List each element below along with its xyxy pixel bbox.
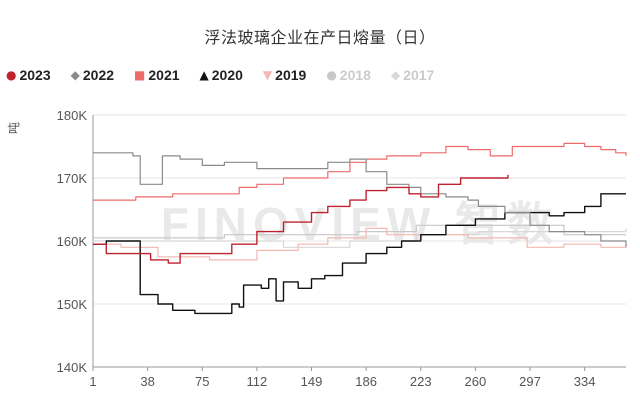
y-tick-label: 160K (57, 234, 88, 249)
x-tick-label: 297 (519, 374, 541, 389)
legend-item-2021[interactable]: ■ 2021 (134, 67, 180, 83)
chart-title: 浮法玻璃企业在产日熔量（日） (204, 28, 436, 47)
x-tick-label: 334 (574, 374, 596, 389)
x-tick-label: 75 (195, 374, 209, 389)
legend-item-2023[interactable]: ● 2023 (6, 67, 51, 83)
x-tick-label: 223 (410, 374, 432, 389)
y-axis-label: 吨 (7, 122, 21, 134)
x-tick-label: 260 (465, 374, 487, 389)
legend-label: 2021 (148, 67, 180, 83)
y-tick-label: 150K (57, 297, 88, 312)
y-tick-label: 180K (57, 108, 88, 123)
legend-marker-icon: ◆ (390, 68, 401, 82)
legend-marker-icon: ● (326, 68, 337, 82)
legend-label: 2022 (82, 67, 115, 83)
legend-item-2022[interactable]: ◆ 2022 (71, 67, 114, 83)
x-tick-label: 112 (247, 374, 268, 389)
legend-marker-icon: ▼ (262, 68, 273, 82)
legend-label: 2018 (339, 67, 371, 83)
legend-item-2017[interactable]: ◆ 2017 (391, 67, 434, 83)
x-tick-label: 149 (301, 374, 323, 389)
series-line-2019 (93, 227, 627, 261)
y-tick-label: 170K (57, 171, 88, 186)
x-tick-label: 186 (355, 374, 377, 389)
legend-label: 2019 (275, 67, 307, 83)
series-line-2021 (93, 142, 627, 201)
legend-marker-icon: ▲ (199, 68, 209, 82)
y-tick-label: 140K (57, 360, 88, 375)
legend-item-2018[interactable]: ● 2018 (326, 67, 371, 83)
legend-marker-icon: ■ (134, 68, 146, 82)
legend-label: 2020 (211, 67, 243, 83)
x-tick-label: 38 (140, 374, 154, 389)
series-line-2023 (93, 174, 509, 264)
legend: ● 2023 ◆ 2022 ■ 2021 ▲ 2020 ▼ 2019 ● 2018 ◆ 2017 (6, 64, 454, 86)
legend-label: 2023 (19, 67, 51, 83)
legend-item-2020[interactable]: ▲ 2020 (200, 67, 243, 83)
legend-marker-icon: ● (6, 68, 17, 82)
x-tick-label: 1 (89, 374, 96, 389)
series-line-2022 (93, 152, 627, 248)
legend-marker-icon: ◆ (70, 68, 80, 82)
legend-item-2019[interactable]: ▼ 2019 (263, 67, 306, 83)
legend-label: 2017 (403, 67, 435, 83)
